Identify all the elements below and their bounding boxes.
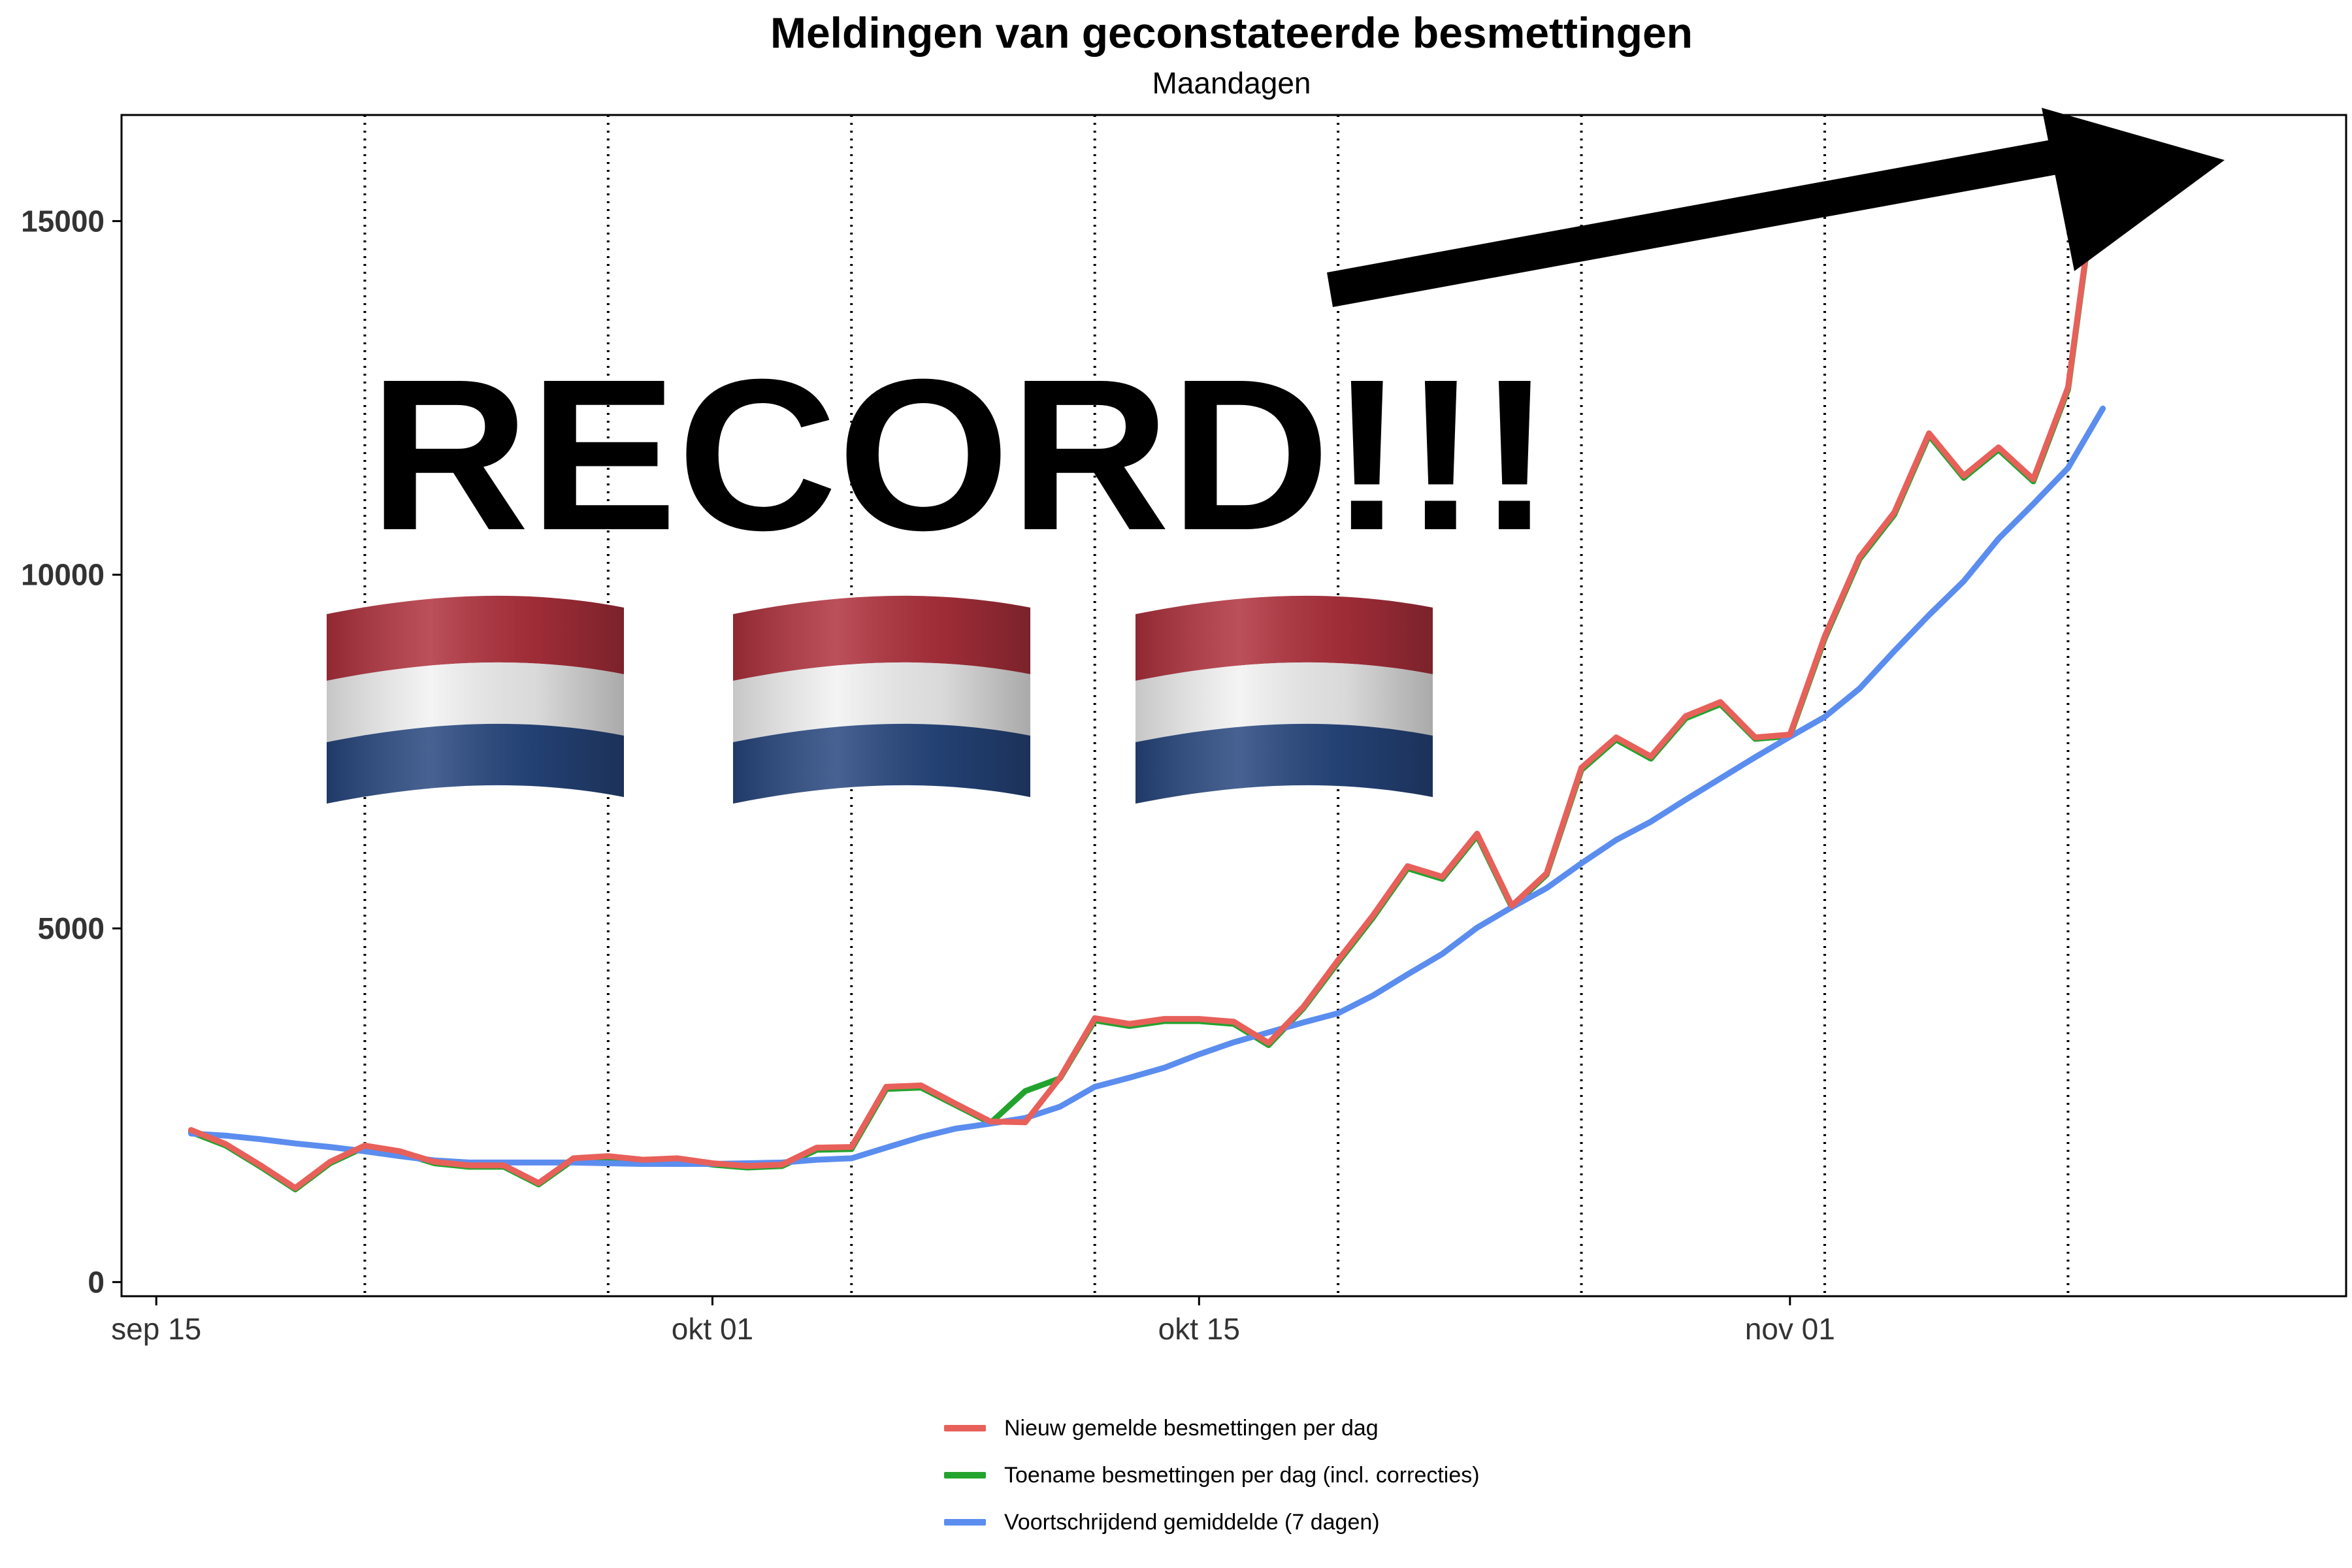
series-layer	[188, 126, 2106, 1192]
legend-key	[944, 1425, 986, 1431]
legend-item: Voortschrijdend gemiddelde (7 dagen)	[944, 1499, 1480, 1546]
legend-key	[944, 1472, 986, 1478]
y-tick-label: 10000	[21, 558, 105, 592]
legend-label: Toename besmettingen per dag (incl. corr…	[1004, 1462, 1480, 1488]
plot-panel-border	[120, 114, 2347, 1298]
legend-label: Voortschrijdend gemiddelde (7 dagen)	[1004, 1509, 1380, 1535]
netherlands-flag-icon	[733, 595, 1030, 804]
legend-item: Nieuw gemelde besmettingen per dag	[944, 1405, 1480, 1452]
y-axis: 0 5000 10000 15000	[21, 204, 122, 1299]
flags-group	[327, 595, 1433, 804]
legend-label: Nieuw gemelde besmettingen per dag	[1004, 1415, 1379, 1441]
chart-title: Meldingen van geconstateerde besmettinge…	[770, 8, 1693, 57]
series-line-1	[188, 126, 2106, 1191]
series-line-3	[188, 405, 2106, 1167]
record-annotation: RECORD!!!	[369, 334, 1552, 575]
chart-subtitle: Maandagen	[1152, 66, 1311, 100]
y-tick-label: 0	[88, 1265, 105, 1299]
legend-item: Toename besmettingen per dag (incl. corr…	[944, 1452, 1480, 1499]
monday-reference-lines	[363, 115, 2070, 1296]
x-tick-label: okt 01	[672, 1312, 753, 1346]
legend-key	[944, 1519, 986, 1526]
y-tick-label: 5000	[38, 911, 105, 945]
x-tick-label: sep 15	[111, 1312, 201, 1346]
netherlands-flag-icon	[1135, 595, 1433, 804]
x-tick-label: okt 15	[1158, 1312, 1240, 1346]
netherlands-flag-icon	[327, 595, 624, 804]
legend: Nieuw gemelde besmettingen per dag Toenam…	[944, 1405, 1480, 1546]
x-axis: sep 15 okt 01 okt 15 nov 01	[111, 1296, 1835, 1346]
arrow-icon	[1327, 108, 2225, 307]
y-tick-label: 15000	[21, 204, 105, 238]
x-tick-label: nov 01	[1745, 1312, 1835, 1346]
